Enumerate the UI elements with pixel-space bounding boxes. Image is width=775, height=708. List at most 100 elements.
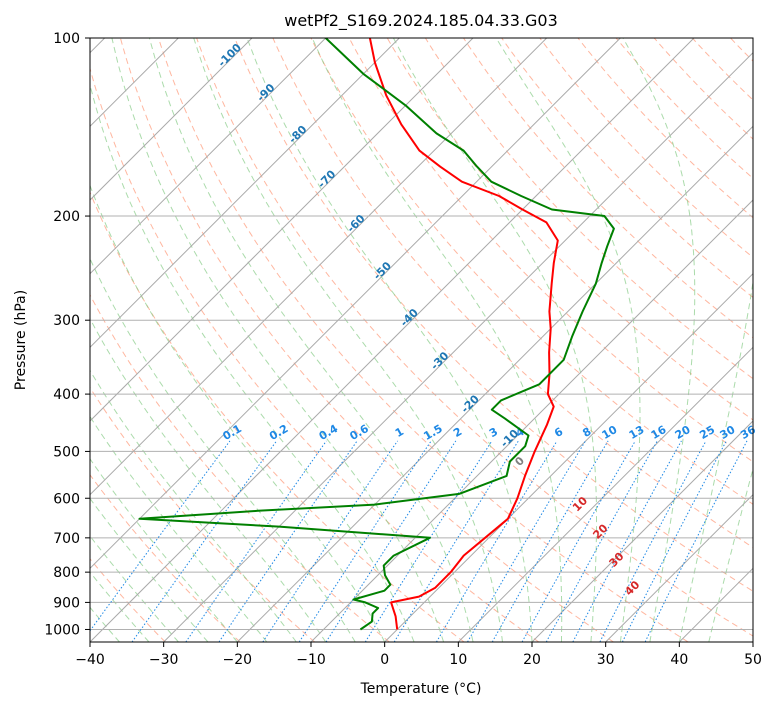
- dry-adiabat: [424, 38, 753, 380]
- isotherm: [531, 420, 753, 642]
- mixing-ratio-label: 2: [451, 425, 464, 440]
- y-tick-label: 100: [53, 31, 80, 47]
- mixing-ratio-label: 10: [600, 423, 620, 442]
- moist-adiabat: [90, 535, 179, 642]
- mixing-ratio-label: 0.4: [317, 422, 341, 443]
- mixing-ratio-label: 13: [627, 423, 647, 442]
- isotherm: [752, 641, 753, 642]
- isotherm: [90, 38, 327, 275]
- dry-adiabat: [90, 386, 316, 642]
- mixing-ratio-line: [325, 440, 457, 642]
- moist-adiabat: [392, 38, 597, 642]
- x-tick-label: −30: [149, 652, 179, 668]
- mixing-ratio-line: [364, 440, 493, 642]
- grid-layer: [90, 38, 753, 642]
- moist-adiabat: [90, 257, 356, 642]
- x-tick-label: −10: [296, 652, 326, 668]
- mixing-ratio-label: 3: [487, 425, 500, 440]
- y-tick-label: 700: [53, 531, 80, 547]
- mixing-ratio-line: [491, 440, 609, 642]
- isotherm-label: -90: [254, 81, 277, 104]
- mixing-ratio-line: [644, 440, 748, 642]
- x-tick-label: 10: [449, 652, 467, 668]
- isotherm: [310, 199, 753, 642]
- isotherm-label: -70: [315, 167, 338, 190]
- mixing-ratio-label: 1: [393, 425, 406, 440]
- dry-adiabat: [348, 38, 753, 463]
- y-tick-label: 200: [53, 209, 80, 225]
- y-tick-label: 800: [53, 565, 80, 581]
- mixing-ratio-line: [572, 440, 682, 642]
- isotherm: [90, 38, 621, 570]
- y-tick-label: 1000: [44, 622, 80, 638]
- y-axis: 100 200 300 400 500 600 700 800 900 1000: [44, 31, 90, 638]
- dry-adiabat: [119, 38, 614, 642]
- moist-adiabat: [678, 278, 753, 642]
- x-tick-label: 0: [380, 652, 389, 668]
- chart-title: wetPf2_S169.2024.185.04.33.G03: [284, 11, 558, 31]
- theta-e-label: 30: [607, 550, 627, 570]
- mixing-ratio-line: [218, 440, 358, 642]
- dry-adiabat: [90, 191, 465, 642]
- y-tick-label: 400: [53, 387, 80, 403]
- mixing-ratio-label: 16: [649, 423, 669, 442]
- moist-adiabat: [90, 184, 386, 642]
- mixing-ratio-line: [298, 440, 432, 642]
- x-axis: −40 −30 −20 −10 0 10 20 30 40 50: [75, 642, 762, 668]
- isotherm: [90, 38, 548, 496]
- y-tick-label: 900: [53, 595, 80, 611]
- dry-adiabat: [691, 38, 753, 101]
- isotherm-label: -100: [215, 41, 244, 70]
- mixing-ratio-line: [467, 440, 586, 642]
- theta-e-label: 10: [570, 494, 590, 514]
- isotherm: [457, 346, 753, 642]
- temperature-profile: [368, 38, 559, 630]
- dry-adiabat: [90, 293, 390, 642]
- y-tick-label: 600: [53, 491, 80, 507]
- isotherm: [236, 125, 753, 642]
- moist-adiabat: [90, 571, 150, 642]
- dry-adiabat: [90, 473, 241, 642]
- x-tick-label: −20: [223, 652, 253, 668]
- mixing-ratio-line: [599, 440, 707, 642]
- isotherm: [90, 38, 695, 642]
- dry-adiabat: [653, 38, 753, 140]
- y-axis-label: Pressure (hPa): [13, 290, 29, 390]
- moist-adiabat: [90, 415, 268, 642]
- x-axis-label: Temperature (°C): [360, 681, 482, 697]
- moist-adiabat: [90, 458, 238, 642]
- isotherm: [90, 38, 474, 422]
- moist-adiabat: [193, 38, 503, 642]
- moist-adiabat: [111, 38, 445, 642]
- x-tick-label: 20: [523, 652, 541, 668]
- moist-adiabat: [246, 38, 533, 642]
- isotherm: [90, 38, 253, 201]
- dry-adiabat: [501, 38, 753, 299]
- theta-e-label: 20: [590, 521, 610, 541]
- dry-adiabat: [90, 66, 540, 642]
- moist-adiabat: [90, 317, 327, 642]
- mixing-ratio-label: 20: [673, 423, 693, 442]
- mixing-ratio-label: 1.5: [421, 422, 444, 443]
- dewpoint-profile: [138, 38, 615, 631]
- y-tick-label: 300: [53, 313, 80, 329]
- moist-adiabat: [90, 497, 209, 642]
- mixing-ratio-line: [521, 440, 636, 642]
- moist-adiabat: [311, 38, 563, 642]
- x-tick-label: 30: [597, 652, 615, 668]
- mixing-ratio-line: [262, 440, 399, 642]
- dry-adiabat: [158, 38, 689, 642]
- moist-adiabat: [90, 83, 415, 642]
- mixing-ratio-label: 25: [697, 423, 717, 442]
- isotherm: [384, 272, 753, 642]
- mixing-ratio-label: 6: [552, 425, 565, 440]
- theta-e-label: 40: [622, 578, 642, 598]
- x-tick-label: 50: [744, 652, 762, 668]
- mixing-ratio-label: 0.1: [221, 422, 244, 443]
- mixing-ratio-line: [545, 440, 658, 642]
- dry-adiabat: [196, 38, 753, 637]
- isotherm: [90, 38, 400, 349]
- mixing-ratio-label: 36: [738, 423, 758, 442]
- isotherm-label: -80: [286, 123, 309, 146]
